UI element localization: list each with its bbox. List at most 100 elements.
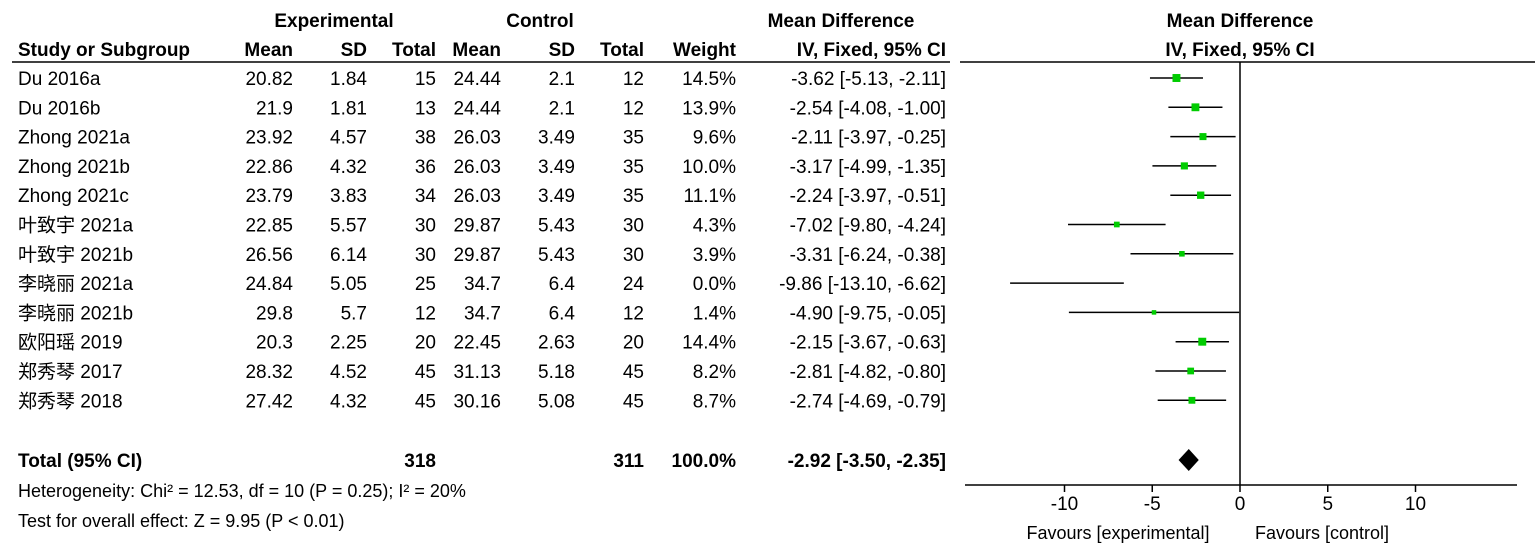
cell-exp-sd: 1.84 [330,69,367,90]
weight-column-header: Weight [673,40,737,61]
cell-md-ci: -2.24 [-3.97, -0.51] [790,186,946,207]
cell-ctl-sd: 3.49 [538,128,575,149]
heterogeneity-text: Heterogeneity: Chi² = 12.53, df = 10 (P … [18,481,466,501]
cell-exp-mean: 26.56 [245,245,293,266]
table-row: Zhong 2021a 23.92 4.57 38 26.03 3.49 35 9.6% -2.… [18,128,946,149]
total-study-label: Total (95% CI) [18,451,142,472]
cell-md-ci: -7.02 [-9.80, -4.24] [790,216,946,237]
cell-exp-mean: 22.85 [245,216,293,237]
cell-weight: 13.9% [682,98,736,119]
ctl-total-column-header: Total [600,40,644,61]
cell-ctl-mean: 24.44 [453,69,501,90]
cell-exp-total: 12 [415,303,436,324]
cell-study: 郑秀琴 2017 [18,361,123,383]
cell-ctl-sd: 5.08 [538,391,575,412]
cell-exp-sd: 4.32 [330,157,367,178]
cell-exp-total: 38 [415,128,436,149]
forest-plot-panel: Mean Difference IV, Fixed, 95% CI -10 -5 0… [960,11,1535,543]
cell-exp-total: 34 [415,186,437,207]
cell-ctl-mean: 34.7 [464,303,501,324]
table-row: 李晓丽 2021b 29.8 5.7 12 34.7 6.4 12 1.4% -4.90 [-9… [18,302,946,324]
cell-ctl-mean: 34.7 [464,274,501,295]
cell-study: 欧阳瑶 2019 [18,332,123,354]
x-axis-ticks: -10 -5 0 5 10 [1051,485,1426,515]
cell-exp-total: 30 [415,245,436,266]
cell-ctl-total: 35 [623,128,644,149]
cell-ctl-mean: 24.44 [453,98,501,119]
total-ctl-total: 311 [613,451,644,472]
pooled-diamond [1178,449,1199,471]
cell-exp-sd: 4.52 [330,362,367,383]
cell-study: Zhong 2021a [18,128,130,149]
cell-weight: 14.4% [682,333,736,354]
point-estimate-square [1188,396,1196,404]
cell-md-ci: -2.54 [-4.08, -1.00] [790,98,946,119]
cell-exp-mean: 20.82 [245,69,293,90]
total-md-ci: -2.92 [-3.50, -2.35] [788,451,946,472]
cell-exp-total: 30 [415,216,436,237]
x-tick-label: 5 [1322,494,1333,515]
cell-ctl-total: 12 [623,98,644,119]
cell-study: Zhong 2021b [18,157,130,178]
cell-ctl-sd: 5.43 [538,216,575,237]
cell-exp-mean: 22.86 [245,157,293,178]
x-tick-label: -5 [1144,494,1161,515]
cell-exp-total: 15 [415,69,436,90]
cell-study: 叶致宇 2021b [18,244,133,266]
cell-exp-sd: 5.05 [330,274,367,295]
total-exp-total: 318 [404,451,436,472]
overall-effect-text: Test for overall effect: Z = 9.95 (P < 0… [18,511,345,531]
table-md-group-header: Mean Difference [768,11,915,32]
cell-ctl-mean: 26.03 [453,128,501,149]
cell-exp-mean: 21.9 [256,98,293,119]
cell-exp-mean: 27.42 [245,391,293,412]
cell-weight: 0.0% [693,274,736,295]
cell-study: 李晓丽 2021b [18,302,133,324]
cell-exp-sd: 1.81 [330,98,367,119]
cell-study: Zhong 2021c [18,186,129,207]
cell-weight: 14.5% [682,69,736,90]
cell-ctl-sd: 3.49 [538,186,575,207]
cell-exp-total: 36 [415,157,436,178]
cell-md-ci: -9.86 [-13.10, -6.62] [779,274,946,295]
cell-ctl-mean: 26.03 [453,157,501,178]
cell-exp-mean: 28.32 [245,362,293,383]
cell-exp-total: 25 [415,274,436,295]
point-estimate-square [1151,310,1157,315]
cell-exp-total: 13 [415,98,436,119]
cell-exp-sd: 5.57 [330,216,367,237]
favours-experimental-label: Favours [experimental] [1026,523,1209,543]
cell-exp-sd: 4.57 [330,128,367,149]
cell-exp-total: 45 [415,391,436,412]
forest-marks [1010,74,1240,471]
cell-exp-total: 45 [415,362,436,383]
plot-subtitle: IV, Fixed, 95% CI [1165,40,1314,61]
x-tick-label: 10 [1405,494,1426,515]
cell-study: Du 2016a [18,69,101,90]
cell-ctl-mean: 22.45 [453,333,501,354]
cell-exp-mean: 29.8 [256,303,293,324]
cell-exp-sd: 5.7 [341,303,367,324]
cell-ctl-sd: 2.1 [549,69,575,90]
cell-exp-mean: 23.79 [245,186,293,207]
cell-exp-mean: 23.92 [245,128,293,149]
cell-md-ci: -4.90 [-9.75, -0.05] [790,303,946,324]
cell-weight: 3.9% [693,245,736,266]
cell-ctl-sd: 2.1 [549,98,575,119]
cell-ctl-total: 45 [623,391,644,412]
cell-ctl-sd: 2.63 [538,333,575,354]
table-row: 郑秀琴 2017 28.32 4.52 45 31.13 5.18 45 8.2% -2.81 … [18,361,946,383]
cell-ctl-total: 12 [623,69,644,90]
cell-md-ci: -2.11 [-3.97, -0.25] [791,128,946,149]
cell-ctl-mean: 29.87 [453,245,501,266]
plot-title: Mean Difference [1167,11,1314,32]
cell-ctl-total: 12 [623,303,644,324]
cell-study: 叶致宇 2021a [18,215,134,237]
point-estimate-square [1172,74,1181,82]
point-estimate-square [1113,221,1120,228]
study-rows: Du 2016a 20.82 1.84 15 24.44 2.1 12 14.5% -3.62 … [18,69,946,412]
ctl-sd-column-header: SD [549,40,575,61]
cell-weight: 9.6% [693,128,736,149]
cell-exp-sd: 2.25 [330,333,367,354]
study-column-header: Study or Subgroup [18,40,190,61]
